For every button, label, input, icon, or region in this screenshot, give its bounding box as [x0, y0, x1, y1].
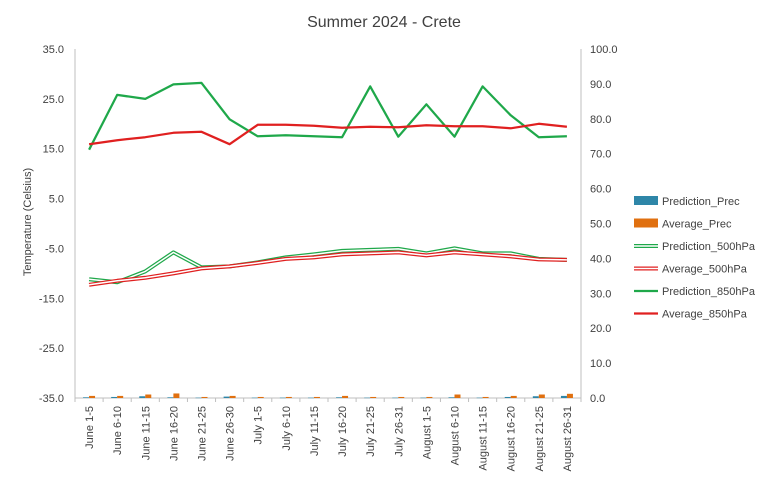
chart-title: Summer 2024 - Crete	[307, 14, 461, 31]
legend: Prediction_Prec Average_Prec Prediction_50…	[634, 196, 756, 321]
y-tick-label: -25.0	[39, 343, 64, 355]
series-line-average-500hpa	[88, 250, 567, 287]
bar-average-prec	[117, 395, 124, 398]
x-tick-label: August 6-10	[450, 406, 462, 465]
y2-tick-label: 20.0	[590, 323, 611, 335]
bar-average-prec	[145, 394, 152, 398]
bar-average-prec	[482, 396, 489, 398]
bar-prediction-prec	[392, 397, 399, 399]
legend-label: Average_500hPa	[662, 264, 748, 276]
bar-average-prec	[342, 395, 349, 398]
legend-key-average-prec	[634, 218, 658, 228]
x-tick-label: August 26-31	[562, 406, 574, 471]
series-line-average-850hpa	[88, 122, 568, 146]
legend-label: Average_Prec	[662, 219, 732, 231]
y-tick-label: 35.0	[43, 44, 64, 56]
y-axis-title: Temperature (Celsius)	[22, 168, 34, 276]
legend-label: Average_850hPa	[662, 309, 748, 321]
y2-tick-label: 10.0	[590, 358, 611, 370]
series-line-prediction-850hpa	[88, 81, 567, 151]
bar-average-prec	[454, 394, 461, 398]
bar-prediction-prec	[223, 396, 230, 398]
bar-prediction-prec	[336, 397, 343, 398]
y-tick-label: 15.0	[43, 144, 64, 156]
x-tick-label: July 11-15	[309, 406, 321, 456]
bar-average-prec	[313, 396, 320, 398]
plot-area: 35.0 25.0 15.0 5.0 -5.0 -15.0 -25.0 -35.0 100.0 9…	[39, 44, 618, 471]
y-tick-label: -35.0	[39, 393, 64, 405]
x-tick-label: June 26-30	[225, 406, 237, 461]
x-tick-label: July 26-31	[393, 406, 405, 457]
bar-prediction-prec	[532, 396, 539, 398]
bar-average-prec	[538, 394, 545, 398]
bar-prediction-prec	[139, 396, 146, 398]
x-tick-label: August 11-15	[478, 406, 490, 471]
bar-average-prec	[257, 396, 264, 398]
y2-tick-label: 70.0	[590, 149, 611, 161]
legend-key-prediction-prec	[634, 196, 658, 205]
y2-tick-label: 50.0	[590, 219, 611, 231]
x-tick-label: June 21-25	[197, 406, 209, 461]
y-tick-label: 25.0	[43, 94, 64, 106]
bar-average-prec	[229, 395, 236, 398]
y-tick-label: -5.0	[45, 243, 64, 255]
bar-average-prec	[370, 396, 377, 398]
y-tick-label: 5.0	[49, 194, 64, 206]
x-tick-label: July 21-25	[365, 406, 377, 457]
bar-average-prec	[89, 395, 96, 398]
bar-average-prec	[426, 396, 433, 398]
y2-tick-label: 40.0	[590, 253, 611, 265]
bar-prediction-prec	[560, 395, 567, 398]
bar-average-prec	[566, 393, 573, 398]
bar-prediction-prec	[279, 397, 286, 399]
bar-prediction-prec	[504, 396, 511, 398]
x-tick-label: June 1-5	[84, 406, 96, 449]
y2-tick-label: 90.0	[590, 79, 611, 91]
x-tick-label: July 1-5	[253, 406, 265, 445]
x-tick-label: August 21-25	[534, 406, 546, 471]
legend-label: Prediction_850hPa	[662, 286, 756, 298]
series-line-average-500hpa-inner	[88, 251, 567, 286]
x-tick-label: June 11-15	[140, 406, 152, 460]
y2-tick-label: 100.0	[590, 44, 618, 56]
bar-prediction-prec	[364, 397, 371, 399]
y2-tick-label: 80.0	[590, 114, 611, 126]
y-tick-label: -15.0	[39, 293, 64, 305]
bar-prediction-prec	[111, 396, 118, 398]
legend-label: Prediction_500hPa	[662, 241, 756, 253]
y2-tick-label: 30.0	[590, 288, 611, 300]
bar-average-prec	[510, 395, 517, 398]
bar-prediction-prec	[307, 397, 314, 399]
x-tick-label: August 1-5	[421, 406, 433, 459]
x-tick-label: June 16-20	[168, 406, 180, 461]
bar-prediction-prec	[251, 397, 258, 399]
bar-prediction-prec	[195, 397, 202, 399]
x-tick-label: July 6-10	[281, 406, 293, 451]
bar-average-prec	[173, 393, 180, 398]
x-tick-label: July 16-20	[337, 406, 349, 457]
bar-average-prec	[398, 396, 405, 398]
y2-tick-label: 60.0	[590, 184, 611, 196]
bar-prediction-prec	[83, 397, 90, 398]
bar-prediction-prec	[420, 397, 427, 399]
y2-tick-label: 0.0	[590, 393, 605, 405]
x-tick-label: August 16-20	[506, 406, 518, 471]
bar-prediction-prec	[476, 397, 483, 399]
bar-average-prec	[285, 396, 292, 398]
legend-label: Prediction_Prec	[662, 196, 740, 208]
bar-prediction-prec	[167, 397, 174, 398]
x-tick-label: June 6-10	[112, 406, 124, 455]
bar-prediction-prec	[448, 397, 455, 398]
bar-average-prec	[201, 396, 208, 398]
